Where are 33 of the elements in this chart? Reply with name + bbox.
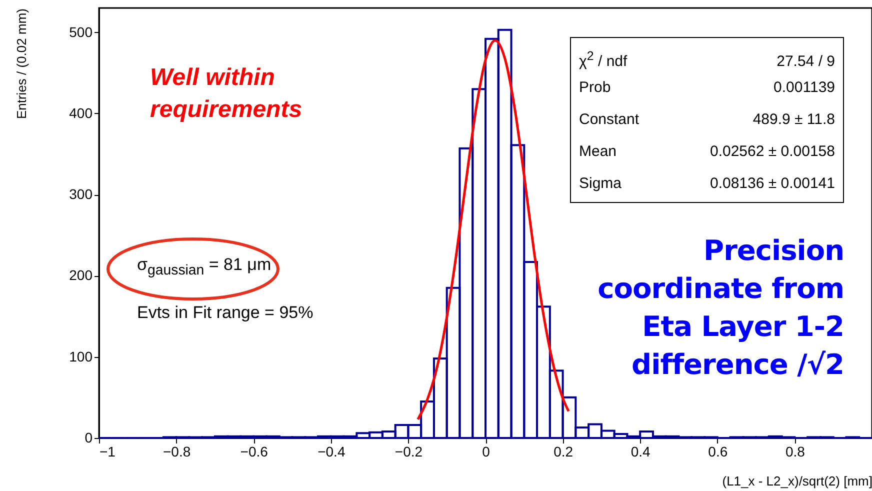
- y-tick-label: 200: [69, 267, 93, 284]
- x-tick-label: −0.6: [240, 444, 268, 460]
- x-tick-label: 0.2: [554, 444, 574, 460]
- annotation: Evts in Fit range = 95%: [137, 303, 314, 323]
- y-tick-label: 100: [69, 348, 93, 364]
- x-tick-label: −0.4: [318, 444, 346, 460]
- y-tick-label: 300: [69, 186, 93, 202]
- x-axis-title: (L1_x - L2_x)/sqrt(2) [mm]: [722, 474, 872, 488]
- line-series: [416, 39, 570, 421]
- y-tick-label: 0: [84, 430, 93, 446]
- y-axis-title: Entries / (0.02 mm): [14, 8, 30, 120]
- x-tick-label: 0.4: [630, 444, 651, 460]
- annotation: 0.08136 ± 0.00141: [710, 174, 835, 194]
- annotation: 27.54 / 9: [776, 52, 835, 72]
- x-tick-label: −0.2: [394, 444, 423, 460]
- x-tick-label: 0: [482, 444, 490, 460]
- annotation: Prob: [579, 78, 611, 98]
- annotation: Well within requirements: [150, 63, 304, 125]
- annotation: Precision coordinate from Eta Layer 1-2 difference /√2: [596, 233, 844, 383]
- x-tick-label: 0.8: [785, 444, 806, 460]
- annotation: σ$_{gaussian}$ = 81 μm: [137, 255, 272, 278]
- y-tick-label: 500: [69, 24, 93, 40]
- annotation: Constant: [579, 110, 640, 130]
- annotation: 0.02562 ± 0.00158: [710, 142, 835, 162]
- x-tick-label: 0.6: [708, 444, 728, 460]
- x-tick-label: −1: [100, 444, 116, 460]
- x-tick-label: −0.8: [162, 444, 191, 460]
- annotation: Mean: [579, 142, 617, 162]
- annotation: χ$^{2}$ / ndf: [579, 48, 628, 72]
- annotation: 489.9 ± 11.8: [752, 110, 835, 130]
- y-tick-label: 400: [69, 104, 93, 121]
- annotation: Sigma: [579, 174, 622, 194]
- annotation: 0.001139: [774, 78, 835, 98]
